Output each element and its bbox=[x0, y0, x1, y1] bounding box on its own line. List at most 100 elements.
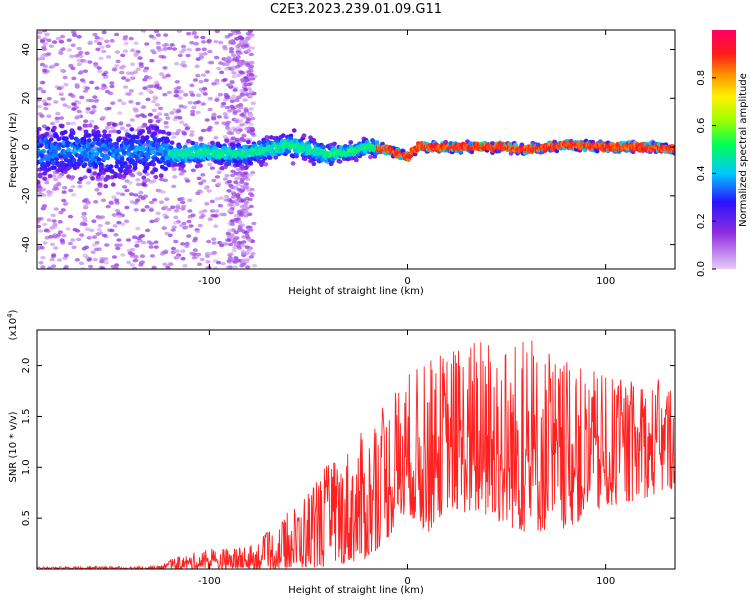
spectrogram-cell bbox=[142, 77, 148, 82]
spectrogram-cell bbox=[142, 68, 148, 73]
spectrogram-cell bbox=[144, 135, 150, 140]
spectrogram-cell bbox=[109, 39, 115, 43]
spectrogram-cell bbox=[82, 123, 88, 128]
spectrogram-cell bbox=[39, 114, 45, 118]
spectrogram-cell bbox=[101, 72, 107, 77]
spectrogram-cell bbox=[103, 257, 109, 261]
spectrogram-cell bbox=[209, 199, 215, 204]
spectrogram-cell bbox=[166, 207, 172, 212]
spectrogram-cell bbox=[133, 258, 139, 263]
spectrogram-cell bbox=[238, 60, 244, 64]
spectrogram-cell bbox=[147, 112, 154, 117]
spectrogram-cell bbox=[120, 192, 126, 197]
spectrogram-cell bbox=[111, 213, 117, 217]
spectrogram-cell bbox=[66, 48, 72, 52]
spectrogram-cell bbox=[52, 165, 57, 170]
spectrogram-cell bbox=[60, 97, 66, 101]
spectrogram-cell bbox=[594, 149, 600, 154]
spectrogram-cell bbox=[60, 208, 66, 212]
spectrogram-cell bbox=[76, 100, 82, 105]
spectrogram-cell bbox=[42, 42, 48, 46]
spectrogram-cell bbox=[225, 265, 231, 269]
spectrogram-cell bbox=[226, 238, 232, 242]
spectrogram-cell bbox=[202, 92, 208, 96]
spectrogram-cell bbox=[195, 145, 201, 150]
spectrogram-cell bbox=[111, 67, 117, 72]
spectrogram-cell bbox=[74, 83, 80, 87]
spectrogram-cell bbox=[96, 227, 102, 232]
spectrogram-cell bbox=[42, 241, 48, 245]
spectrogram-cell bbox=[198, 79, 204, 84]
spectrogram-cell bbox=[213, 214, 219, 218]
spectrogram-cell bbox=[37, 104, 43, 109]
spectrogram-cell bbox=[227, 208, 233, 213]
spectrogram-cell bbox=[133, 109, 139, 113]
spectrogram-cell bbox=[229, 96, 235, 101]
spectrogram-cell bbox=[133, 254, 139, 259]
spectrogram-cell bbox=[66, 38, 72, 42]
spectrogram-cell bbox=[195, 191, 201, 196]
spectrogram-cell bbox=[144, 42, 150, 46]
spectrogram-cell bbox=[41, 161, 46, 167]
spectrogram-cell bbox=[66, 105, 72, 109]
spectrogram-cell bbox=[114, 63, 120, 68]
spectrogram-cell bbox=[117, 111, 123, 115]
spectrogram-cell bbox=[265, 151, 271, 157]
spectrogram-cell bbox=[249, 193, 255, 198]
spectrogram-cell bbox=[179, 120, 185, 125]
spectrogram-cell bbox=[248, 69, 254, 73]
spectrogram-cell bbox=[149, 254, 156, 258]
spectrogram-cell bbox=[206, 40, 212, 44]
spectrogram-cell bbox=[153, 115, 159, 120]
spectrogram-cell bbox=[173, 239, 179, 244]
spectrogram-cell bbox=[240, 258, 246, 263]
spectrogram-cell bbox=[231, 248, 237, 253]
spectrogram-cell bbox=[129, 118, 135, 122]
spectrogram-cell bbox=[214, 98, 220, 102]
spectrogram-cell bbox=[213, 266, 219, 269]
spectrogram-cell bbox=[228, 47, 235, 51]
spectrogram-cell bbox=[233, 243, 239, 247]
spectrogram-cell bbox=[76, 237, 82, 242]
spectrogram-cell bbox=[171, 184, 177, 189]
spectrogram-y-tick-label: -40 bbox=[21, 236, 32, 252]
spectrogram-cell bbox=[108, 129, 114, 134]
spectrogram-cell bbox=[57, 230, 64, 234]
spectrogram-cell bbox=[256, 159, 262, 164]
spectrogram-cell bbox=[217, 143, 223, 149]
spectrogram-cell bbox=[65, 227, 71, 231]
spectrogram-cell bbox=[92, 32, 98, 37]
spectrogram-cell bbox=[244, 127, 250, 131]
spectrogram-cell bbox=[197, 223, 203, 228]
spectrogram-cell bbox=[221, 101, 227, 106]
spectrogram-cell bbox=[128, 100, 134, 104]
spectrogram-cell bbox=[151, 179, 157, 183]
spectrogram-cell bbox=[140, 30, 147, 33]
spectrogram-cell bbox=[207, 252, 213, 256]
snr-y-tick-label: 1.0 bbox=[21, 459, 32, 475]
spectrogram-cell bbox=[153, 30, 160, 34]
spectrogram-cell bbox=[86, 133, 92, 138]
spectrogram-cell bbox=[216, 170, 222, 175]
spectrogram-cell bbox=[129, 200, 135, 204]
spectrogram-cell bbox=[187, 198, 193, 203]
spectrogram-cell bbox=[239, 123, 245, 127]
spectrogram-cell bbox=[173, 209, 179, 213]
spectrogram-cell bbox=[240, 45, 246, 49]
spectrogram-cell bbox=[140, 196, 146, 201]
spectrogram-cell bbox=[187, 100, 193, 105]
spectrogram-cell bbox=[155, 41, 161, 45]
spectrogram-cell bbox=[235, 167, 241, 172]
spectrogram-cell bbox=[248, 113, 254, 117]
spectrogram-cell bbox=[239, 164, 245, 169]
spectrogram-cell bbox=[54, 119, 60, 124]
spectrogram-cell bbox=[225, 94, 231, 99]
spectrogram-cell bbox=[161, 75, 167, 79]
spectrogram-y-tick-label: 40 bbox=[21, 43, 32, 56]
spectrogram-cell bbox=[70, 184, 76, 189]
colorbar-label: Normalized spectral amplitude bbox=[738, 73, 749, 227]
spectrogram-cell bbox=[91, 141, 97, 146]
spectrogram-cell bbox=[217, 92, 223, 97]
spectrogram-cell bbox=[204, 70, 210, 74]
spectrogram-cell bbox=[226, 56, 232, 60]
